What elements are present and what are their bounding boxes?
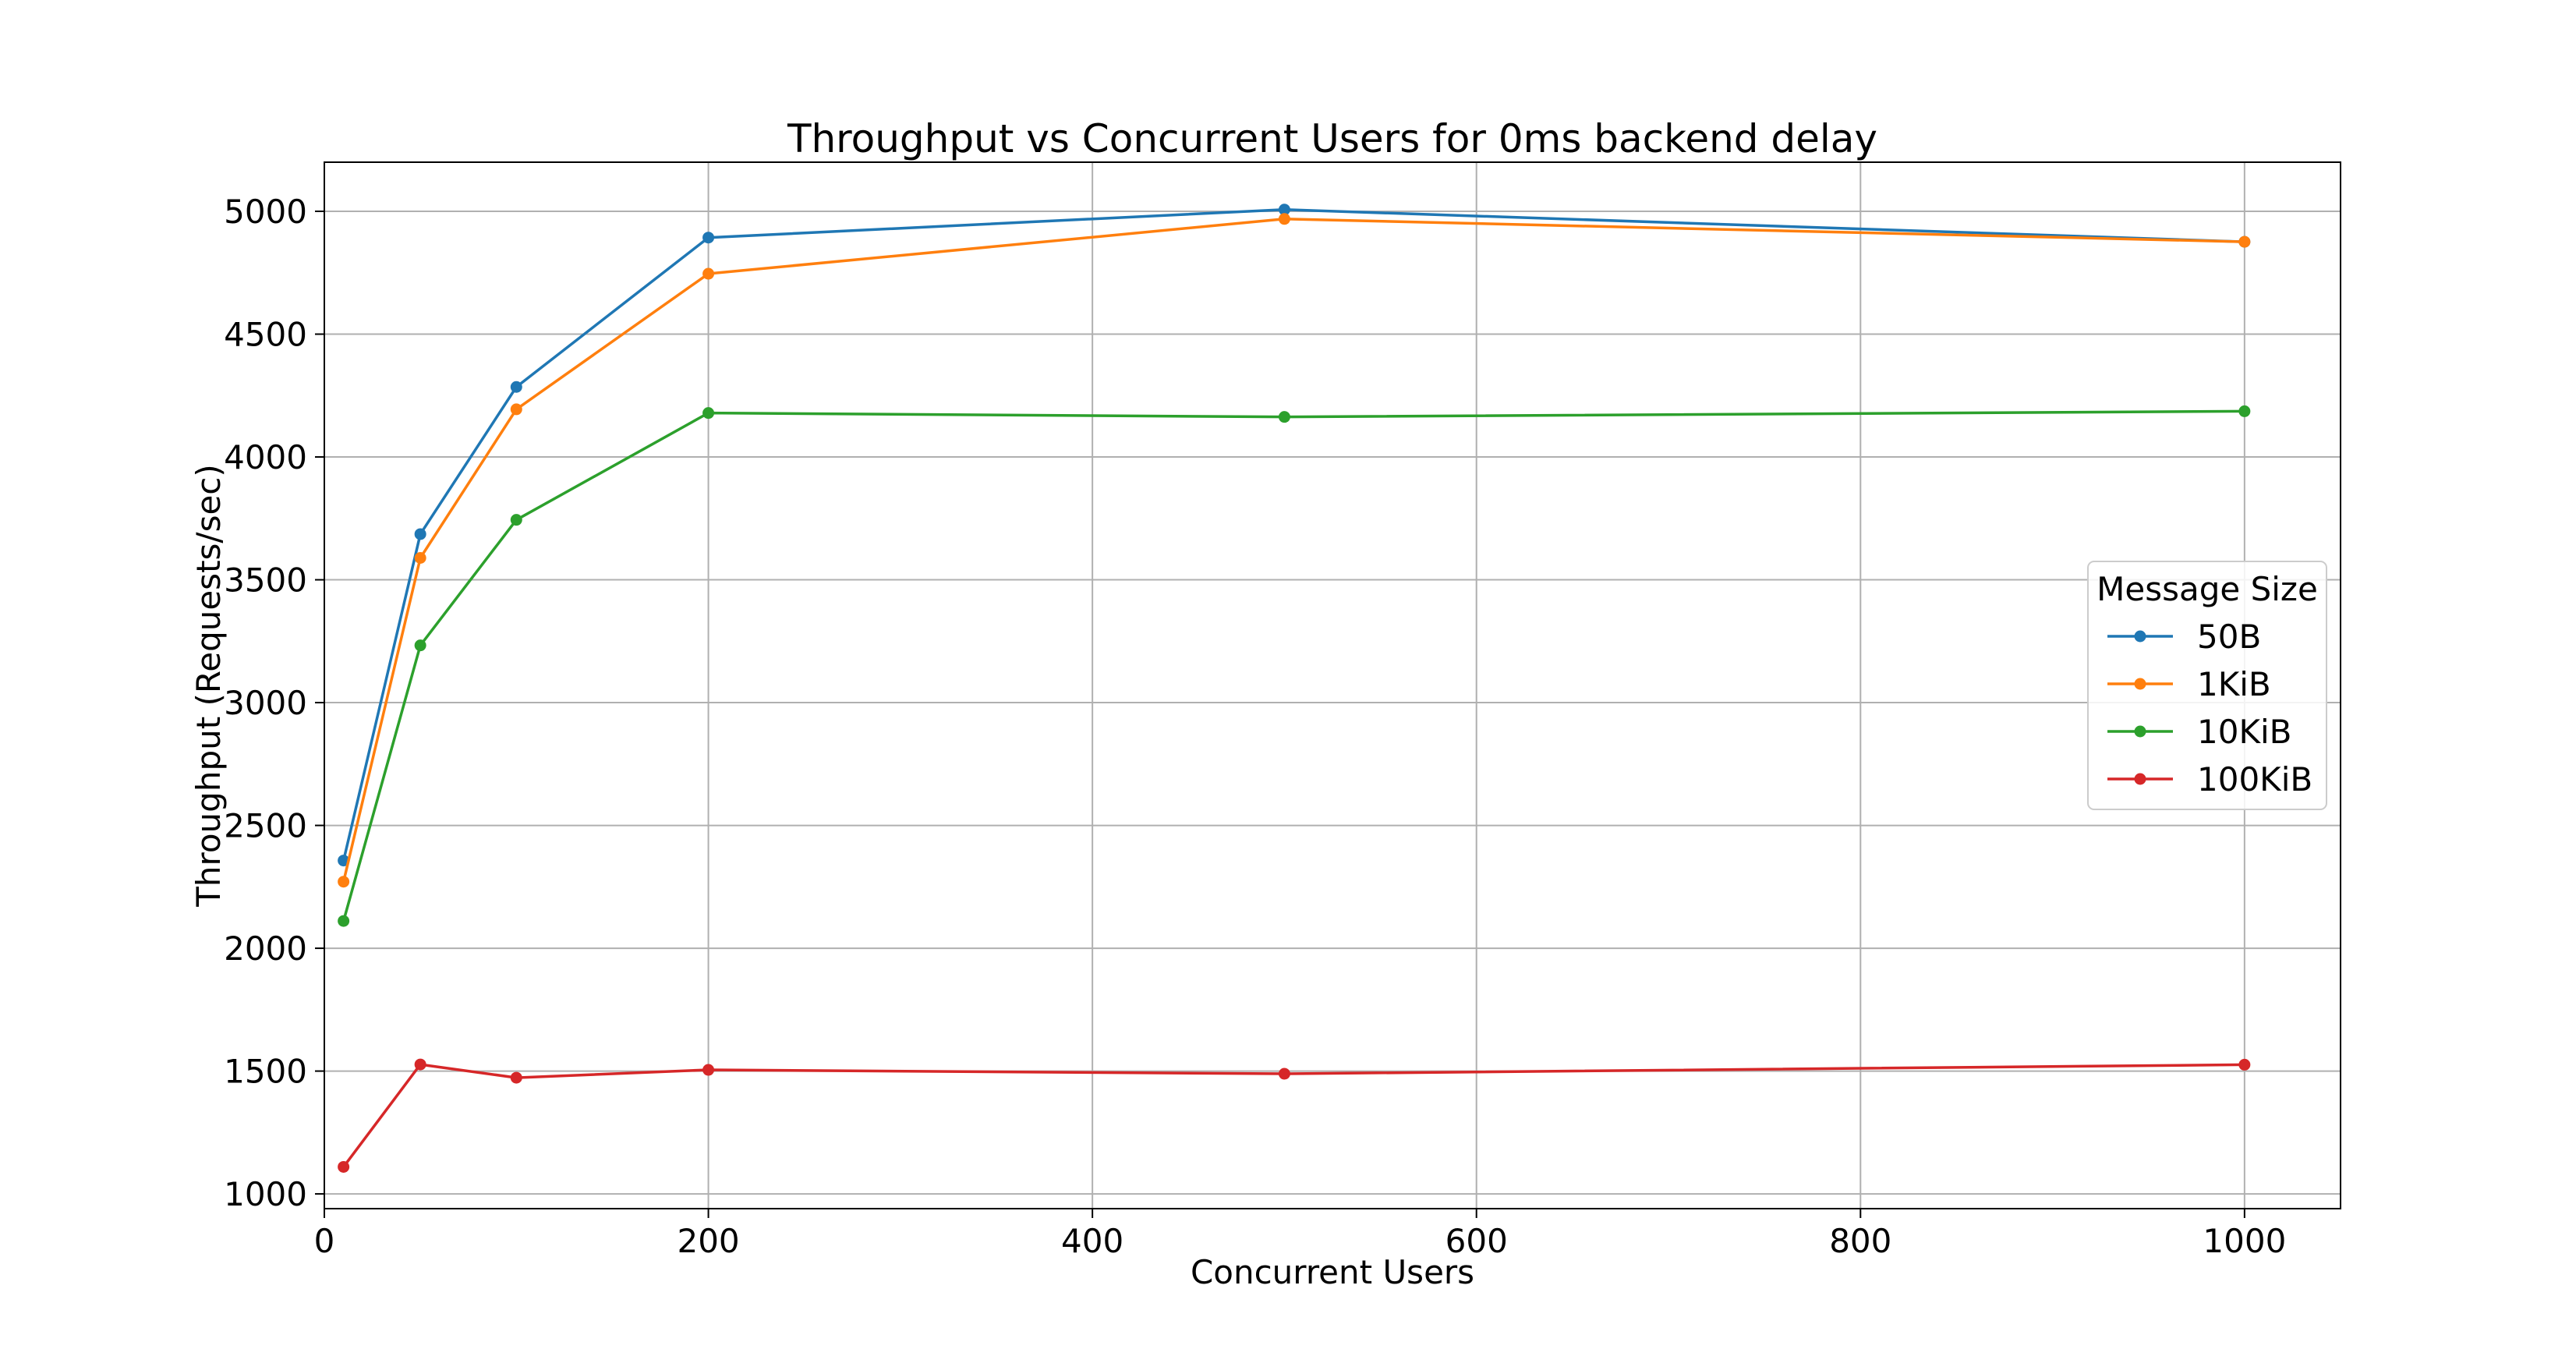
y-tick-label: 1000: [224, 1175, 307, 1213]
series-line-50b: [341, 208, 2245, 862]
legend-entry-10kib: 10KiB: [2107, 713, 2291, 751]
data-point-10kib: [510, 514, 522, 526]
x-tick-label: 200: [677, 1222, 739, 1260]
data-point-10kib: [702, 407, 715, 420]
data-point-1kib: [414, 552, 426, 565]
data-point-1kib: [1278, 213, 1290, 225]
series-line-1kib: [341, 218, 2245, 883]
legend-entry-50b: 50B: [2107, 618, 2261, 656]
series-line-10kib: [341, 409, 2245, 922]
data-point-50b: [702, 232, 715, 244]
data-point-50b: [1278, 204, 1290, 216]
y-axis-label: Throughput (Requests/sec): [189, 464, 228, 908]
legend: Message Size 50B 1KiB 10KiB 100KiB: [2087, 561, 2327, 810]
data-point-50b: [510, 381, 522, 393]
x-tick-label: 0: [314, 1222, 335, 1260]
y-tick-label: 5000: [224, 193, 307, 231]
x-tick-label: 1000: [2203, 1222, 2286, 1260]
legend-label: 10KiB: [2197, 713, 2291, 751]
grid-layer: [324, 162, 2341, 1209]
data-point-50b: [414, 528, 426, 540]
legend-swatch-marker: [2134, 773, 2146, 785]
y-tick-label: 1500: [224, 1053, 307, 1091]
legend-swatch-marker: [2134, 630, 2146, 643]
legend-entry-100kib: 100KiB: [2107, 760, 2312, 798]
y-tick-label: 3000: [224, 684, 307, 722]
data-point-10kib: [414, 639, 426, 652]
data-point-1kib: [510, 403, 522, 416]
data-point-1kib: [702, 267, 715, 280]
data-point-100kib: [2238, 1058, 2251, 1071]
plot-frame: [324, 161, 2341, 1209]
data-point-100kib: [702, 1064, 715, 1076]
chart-title: Throughput vs Concurrent Users for 0ms b…: [787, 116, 1877, 161]
data-point-1kib: [2238, 235, 2251, 248]
data-point-10kib: [2238, 405, 2251, 417]
legend-title: Message Size: [2097, 570, 2318, 608]
data-point-100kib: [1278, 1068, 1290, 1080]
x-tick-label: 600: [1445, 1222, 1508, 1260]
y-tick-label: 2500: [224, 807, 307, 845]
tick-layer: 0 200 400 600 800 1000 1000 1500 2000 2500 3000 350…: [224, 193, 2286, 1260]
legend-swatch-marker: [2134, 725, 2146, 738]
data-point-10kib: [1278, 411, 1290, 423]
legend-box: [2087, 561, 2327, 810]
legend-label: 1KiB: [2197, 665, 2271, 703]
y-tick-label: 4000: [224, 438, 307, 476]
y-tick-label: 2000: [224, 929, 307, 968]
series-10kib: [338, 405, 2251, 927]
x-tick-label: 800: [1829, 1222, 1891, 1260]
data-point-100kib: [414, 1058, 426, 1071]
y-tick-label: 4500: [224, 316, 307, 354]
legend-label: 100KiB: [2197, 760, 2312, 798]
series-100kib: [338, 1058, 2251, 1173]
series-layer: [338, 204, 2251, 1173]
legend-swatch-marker: [2134, 678, 2146, 690]
y-tick-label: 3500: [224, 561, 307, 600]
legend-entries: 50B 1KiB 10KiB 100KiB: [2107, 618, 2312, 798]
series-50b: [338, 204, 2251, 867]
x-tick-label: 400: [1061, 1222, 1123, 1260]
legend-entry-1kib: 1KiB: [2107, 665, 2271, 703]
data-point-100kib: [338, 1160, 350, 1173]
data-point-100kib: [510, 1071, 522, 1084]
data-point-10kib: [338, 915, 350, 927]
series-line-100kib: [342, 1063, 2245, 1168]
data-point-1kib: [338, 876, 350, 888]
x-axis-label: Concurrent Users: [1191, 1253, 1474, 1291]
legend-label: 50B: [2197, 618, 2261, 656]
series-1kib: [338, 213, 2251, 888]
